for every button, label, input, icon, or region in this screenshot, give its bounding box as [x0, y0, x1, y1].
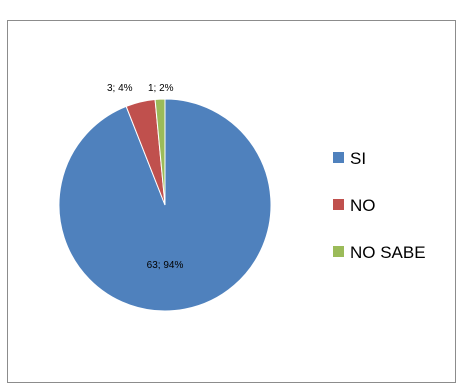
- legend-label-si: SI: [350, 149, 366, 168]
- legend-label-no-sabe: NO SABE: [350, 243, 426, 262]
- data-label-no: 3; 4%: [107, 83, 133, 94]
- data-labels: 63; 94% 3; 4% 1; 2%: [107, 83, 183, 271]
- data-label-no-sabe: 1; 2%: [148, 83, 174, 94]
- pie-slice-no-sabe: [154, 98, 166, 206]
- legend: SI NO NO SABE: [333, 149, 426, 262]
- data-label-si: 63; 94%: [147, 260, 184, 271]
- legend-swatch-no: [333, 199, 344, 210]
- legend-swatch-si: [333, 152, 344, 163]
- pie-slices: [58, 98, 272, 312]
- legend-label-no: NO: [350, 196, 376, 215]
- legend-swatch-no-sabe: [333, 246, 344, 257]
